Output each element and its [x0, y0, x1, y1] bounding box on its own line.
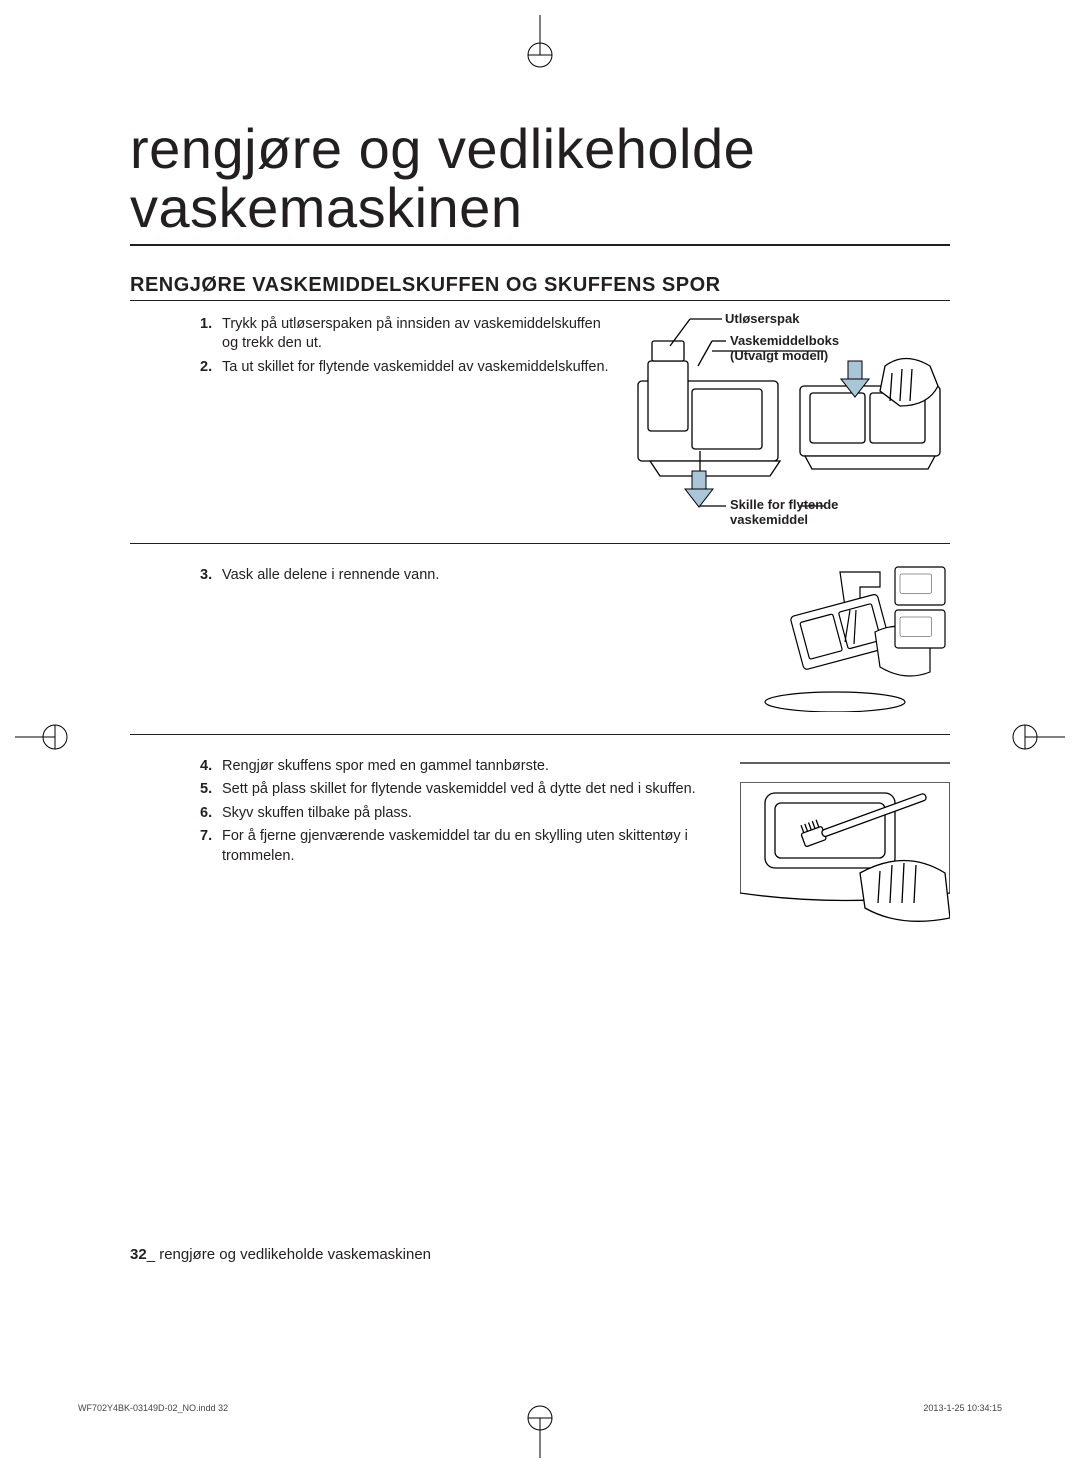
step-item: 6. Skyv skuffen tilbake på plass. — [200, 804, 720, 824]
step-item: 4. Rengjør skuffens spor med en gammel t… — [200, 757, 720, 777]
callout-detergent-box-l2: (Utvalgt modell) — [730, 348, 828, 363]
step-block-1: 1. Trykk på utløserspaken på innsiden av… — [130, 311, 950, 544]
step-block-3: 4. Rengjør skuffens spor med en gammel t… — [130, 753, 950, 940]
step-text: Sett på plass skillet for flytende vaske… — [222, 780, 720, 800]
step-item: 5. Sett på plass skillet for flytende va… — [200, 780, 720, 800]
step-number: 2. — [200, 358, 222, 378]
step-item: 3. Vask alle delene i rennende vann. — [200, 566, 700, 586]
step-number: 7. — [200, 827, 222, 866]
callout-release-lever: Utløserspak — [725, 311, 799, 327]
callout-divider-l2: vaskemiddel — [730, 512, 808, 527]
page-content: rengjøre og vedlikeholde vaskemaskinen R… — [130, 120, 950, 1383]
page-number: 32 — [130, 1246, 147, 1263]
step-text: Ta ut skillet for flytende vaskemiddel a… — [222, 358, 610, 378]
step-number: 3. — [200, 566, 222, 586]
crop-mark-right — [1005, 707, 1065, 767]
step-text-1: 1. Trykk på utløserspaken på innsiden av… — [130, 311, 610, 531]
step-number: 6. — [200, 804, 222, 824]
callout-divider-l1: Skille for flytende — [730, 497, 838, 512]
step-text-3: 4. Rengjør skuffens spor med en gammel t… — [130, 753, 720, 928]
step-item: 7. For å fjerne gjenværende vaskemiddel … — [200, 827, 720, 866]
callout-detergent-box-l1: Vaskemiddelboks — [730, 333, 839, 348]
step-text: Trykk på utløserspaken på innsiden av va… — [222, 315, 610, 354]
step-text: Rengjør skuffens spor med en gammel tann… — [222, 757, 720, 777]
figure-2 — [720, 562, 950, 722]
footer-sep: _ — [147, 1246, 155, 1263]
footer-text: rengjøre og vedlikeholde vaskemaskinen — [159, 1246, 431, 1263]
imprint-timestamp: 2013-1-25 10:34:15 — [923, 1403, 1002, 1413]
figure-1: Utløserspak Vaskemiddelboks (Utvalgt mod… — [630, 311, 950, 531]
crop-mark-left — [15, 707, 75, 767]
section-heading: RENGJØRE VASKEMIDDELSKUFFEN OG SKUFFENS … — [130, 274, 950, 301]
step-block-2: 3. Vask alle delene i rennende vann. — [130, 562, 950, 735]
step-text-2: 3. Vask alle delene i rennende vann. — [130, 562, 700, 722]
page-title: rengjøre og vedlikeholde vaskemaskinen — [130, 120, 950, 246]
step-number: 5. — [200, 780, 222, 800]
page-footer: 32_ rengjøre og vedlikeholde vaskemaskin… — [130, 1246, 431, 1263]
step-number: 4. — [200, 757, 222, 777]
step-text: Vask alle delene i rennende vann. — [222, 566, 700, 586]
rinse-parts-icon — [720, 562, 950, 712]
figure-3 — [740, 753, 950, 928]
imprint-filename: WF702Y4BK-03149D-02_NO.indd 32 — [78, 1403, 228, 1413]
step-item: 1. Trykk på utløserspaken på innsiden av… — [200, 315, 610, 354]
step-text: Skyv skuffen tilbake på plass. — [222, 804, 720, 824]
step-text: For å fjerne gjenværende vaskemiddel tar… — [222, 827, 720, 866]
step-number: 1. — [200, 315, 222, 354]
crop-mark-bottom — [510, 1398, 570, 1458]
step-item: 2. Ta ut skillet for flytende vaskemidde… — [200, 358, 610, 378]
crop-mark-top — [510, 15, 570, 75]
brush-recess-icon — [740, 753, 950, 923]
